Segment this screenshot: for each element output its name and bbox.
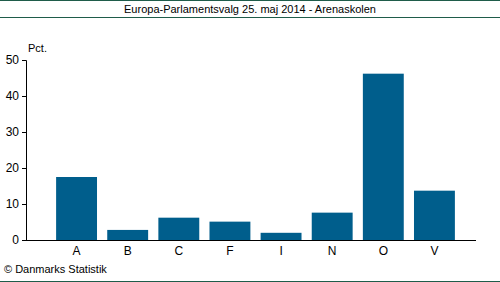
- y-tick-mark: [22, 96, 26, 97]
- y-tick-label: 30: [6, 125, 20, 139]
- y-tick-label: 10: [6, 197, 20, 211]
- x-tick-label: O: [379, 244, 388, 258]
- bar: [312, 213, 353, 240]
- x-axis-line: [52, 240, 461, 241]
- x-tick-label: V: [430, 244, 438, 258]
- bar: [414, 191, 455, 240]
- bar: [56, 177, 97, 240]
- x-tick: B: [124, 240, 132, 258]
- y-axis-title: Pct.: [28, 42, 47, 54]
- header-rule: [0, 17, 500, 18]
- y-tick-label: 50: [6, 53, 20, 67]
- bar: [209, 222, 250, 240]
- y-tick-mark: [22, 240, 26, 241]
- y-tick: 30: [6, 125, 26, 139]
- bar: [158, 218, 199, 240]
- y-tick-mark: [22, 168, 26, 169]
- y-tick-mark: [22, 60, 26, 61]
- y-tick: 40: [6, 89, 26, 103]
- y-axis: 0 10 20 30 40 50: [6, 53, 27, 247]
- x-axis: ABCFINOV: [52, 240, 461, 258]
- x-baseline: [26, 240, 476, 241]
- y-tick-mark: [22, 132, 26, 133]
- x-tick: C: [174, 240, 183, 258]
- x-tick-label: F: [226, 244, 233, 258]
- x-tick: A: [73, 240, 81, 258]
- x-tick-label: C: [174, 244, 183, 258]
- bar: [107, 230, 148, 240]
- x-tick: F: [226, 240, 233, 258]
- bar: [261, 233, 302, 240]
- y-axis-line: [22, 61, 27, 241]
- x-tick-label: A: [73, 244, 81, 258]
- x-tick: V: [430, 240, 438, 258]
- x-tick-label: I: [279, 244, 282, 258]
- bars: [56, 74, 455, 240]
- y-tick: 0: [12, 233, 26, 247]
- y-tick-label: 0: [12, 233, 19, 247]
- x-tick: I: [279, 240, 282, 258]
- title: Europa-Parlamentsvalg 25. maj 2014 - Are…: [124, 3, 376, 15]
- x-tick-label: B: [124, 244, 132, 258]
- bar: [363, 74, 404, 240]
- chart: Europa-Parlamentsvalg 25. maj 2014 - Are…: [0, 0, 500, 282]
- x-tick: O: [379, 240, 388, 258]
- x-tick: N: [328, 240, 337, 258]
- y-tick-label: 40: [6, 89, 20, 103]
- y-tick: 50: [6, 53, 26, 67]
- y-tick: 20: [6, 161, 26, 175]
- y-tick-label: 20: [6, 161, 20, 175]
- top-rule: [0, 0, 500, 1]
- bottom-rule: [0, 281, 500, 282]
- y-tick: 10: [6, 197, 26, 211]
- x-tick-label: N: [328, 244, 337, 258]
- annotation: © Danmarks Statistik: [4, 263, 107, 275]
- y-tick-mark: [22, 204, 26, 205]
